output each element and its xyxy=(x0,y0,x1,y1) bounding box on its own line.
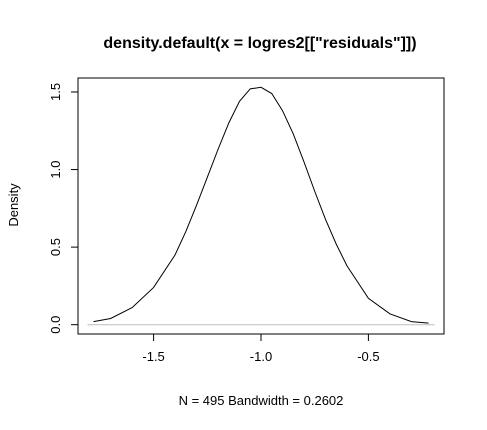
x-axis-label: N = 495 Bandwidth = 0.2602 xyxy=(179,393,344,408)
y-axis-label: Density xyxy=(6,183,21,227)
y-tick-label: 1.5 xyxy=(48,83,63,101)
x-tick-label: -0.5 xyxy=(357,349,379,364)
y-tick-label: 0.0 xyxy=(48,316,63,334)
y-axis: 0.0 0.5 1.0 1.5 xyxy=(48,83,79,334)
x-axis: -1.5 -1.0 -0.5 xyxy=(142,333,380,364)
y-tick-label: 0.5 xyxy=(48,238,63,256)
chart-title: density.default(x = logres2[["residuals"… xyxy=(103,35,416,52)
y-tick-label: 1.0 xyxy=(48,161,63,179)
density-curve xyxy=(93,86,429,324)
plot-frame xyxy=(77,77,445,335)
x-tick-label: -1.5 xyxy=(142,349,164,364)
x-tick-label: -1.0 xyxy=(250,349,272,364)
